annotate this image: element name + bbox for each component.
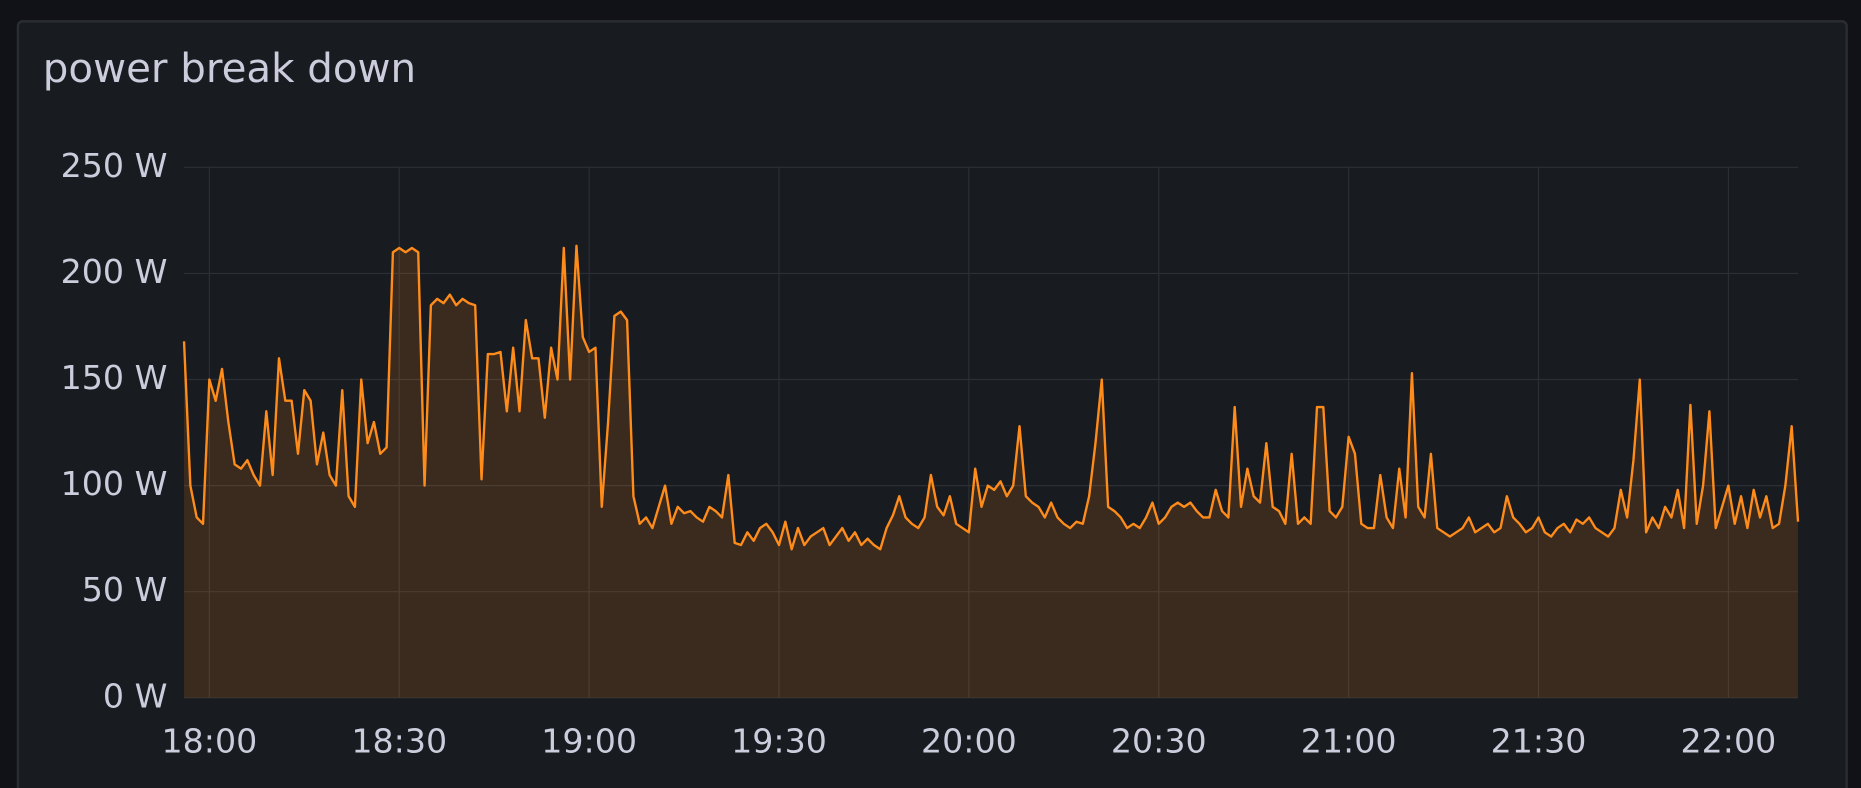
y-tick-label: 0 W — [103, 676, 168, 715]
x-tick-label: 21:00 — [1301, 721, 1397, 760]
x-tick-label: 20:30 — [1111, 721, 1207, 760]
x-tick-label: 20:00 — [921, 721, 1017, 760]
x-tick-label: 19:30 — [731, 721, 827, 760]
y-tick-label: 150 W — [61, 358, 168, 397]
y-tick-label: 250 W — [61, 146, 168, 185]
y-tick-label: 100 W — [61, 464, 168, 503]
x-tick-label: 19:00 — [541, 721, 637, 760]
x-tick-label: 18:00 — [161, 721, 257, 760]
y-tick-label: 50 W — [82, 570, 168, 609]
x-tick-label: 18:30 — [351, 721, 447, 760]
y-tick-label: 200 W — [61, 252, 168, 291]
x-tick-label: 21:30 — [1491, 721, 1587, 760]
data-line — [182, 244, 1800, 551]
chart-title: power break down — [43, 45, 416, 92]
panel — [16, 20, 1848, 788]
area-fill — [184, 245, 1799, 698]
x-tick-label: 22:00 — [1681, 721, 1777, 760]
